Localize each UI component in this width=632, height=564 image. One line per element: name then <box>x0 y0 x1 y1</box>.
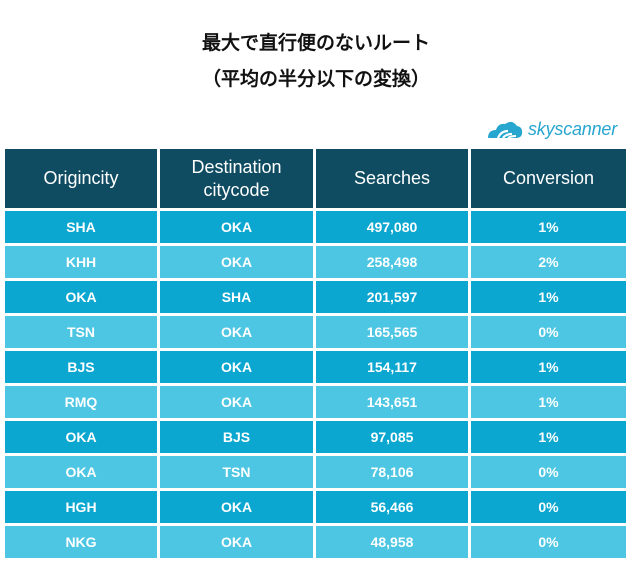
cell-conversion: 0% <box>471 456 626 491</box>
cell-origincity: NKG <box>5 526 160 561</box>
cell-conversion: 1% <box>471 211 626 246</box>
cell-searches: 56,466 <box>316 491 471 526</box>
cell-searches: 165,565 <box>316 316 471 351</box>
cell-conversion: 2% <box>471 246 626 281</box>
cell-destination: OKA <box>160 351 316 386</box>
cell-destination: SHA <box>160 281 316 316</box>
cell-searches: 78,106 <box>316 456 471 491</box>
cell-destination: BJS <box>160 421 316 456</box>
cell-searches: 497,080 <box>316 211 471 246</box>
cell-origincity: BJS <box>5 351 160 386</box>
cell-destination: OKA <box>160 526 316 561</box>
table-row: NKG OKA 48,958 0% <box>5 526 626 561</box>
cell-origincity: TSN <box>5 316 160 351</box>
table-row: SHA OKA 497,080 1% <box>5 211 626 246</box>
cell-origincity: OKA <box>5 421 160 456</box>
header-destination-citycode: Destination citycode <box>160 149 316 211</box>
cell-conversion: 1% <box>471 281 626 316</box>
cell-searches: 97,085 <box>316 421 471 456</box>
cell-conversion: 1% <box>471 386 626 421</box>
table-row: TSN OKA 165,565 0% <box>5 316 626 351</box>
cell-conversion: 0% <box>471 491 626 526</box>
cell-destination: OKA <box>160 491 316 526</box>
cell-searches: 201,597 <box>316 281 471 316</box>
table-row: RMQ OKA 143,651 1% <box>5 386 626 421</box>
skyscanner-cloud-icon <box>488 121 523 139</box>
cell-origincity: SHA <box>5 211 160 246</box>
cell-conversion: 1% <box>471 421 626 456</box>
skyscanner-logo: skyscanner <box>484 112 624 146</box>
header-conversion: Conversion <box>471 149 626 211</box>
header-origincity: Origincity <box>5 149 160 211</box>
table-row: KHH OKA 258,498 2% <box>5 246 626 281</box>
cell-destination: OKA <box>160 211 316 246</box>
cell-origincity: RMQ <box>5 386 160 421</box>
routes-table: Origincity Destination citycode Searches… <box>5 149 626 561</box>
cell-destination: TSN <box>160 456 316 491</box>
cell-destination: OKA <box>160 316 316 351</box>
table-row: OKA BJS 97,085 1% <box>5 421 626 456</box>
cell-origincity: HGH <box>5 491 160 526</box>
cell-origincity: KHH <box>5 246 160 281</box>
table-row: OKA TSN 78,106 0% <box>5 456 626 491</box>
cell-conversion: 1% <box>471 351 626 386</box>
cell-destination: OKA <box>160 386 316 421</box>
cell-conversion: 0% <box>471 316 626 351</box>
table-row: OKA SHA 201,597 1% <box>5 281 626 316</box>
cell-searches: 258,498 <box>316 246 471 281</box>
table-header-row: Origincity Destination citycode Searches… <box>5 149 626 211</box>
cell-origincity: OKA <box>5 456 160 491</box>
cell-conversion: 0% <box>471 526 626 561</box>
header-searches: Searches <box>316 149 471 211</box>
page-title: 最大で直行便のないルート <box>201 32 430 54</box>
cell-searches: 154,117 <box>316 351 471 386</box>
table-row: BJS OKA 154,117 1% <box>5 351 626 386</box>
cell-destination: OKA <box>160 246 316 281</box>
table-row: HGH OKA 56,466 0% <box>5 491 626 526</box>
page-subtitle: （平均の半分以下の変換） <box>201 68 430 90</box>
cell-origincity: OKA <box>5 281 160 316</box>
cell-searches: 143,651 <box>316 386 471 421</box>
cell-searches: 48,958 <box>316 526 471 561</box>
skyscanner-wordmark: skyscanner <box>528 118 618 139</box>
